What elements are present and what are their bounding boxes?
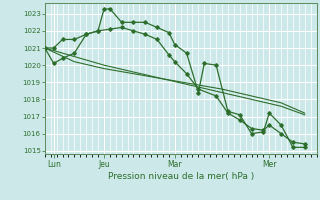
X-axis label: Pression niveau de la mer( hPa ): Pression niveau de la mer( hPa ) <box>108 172 254 181</box>
